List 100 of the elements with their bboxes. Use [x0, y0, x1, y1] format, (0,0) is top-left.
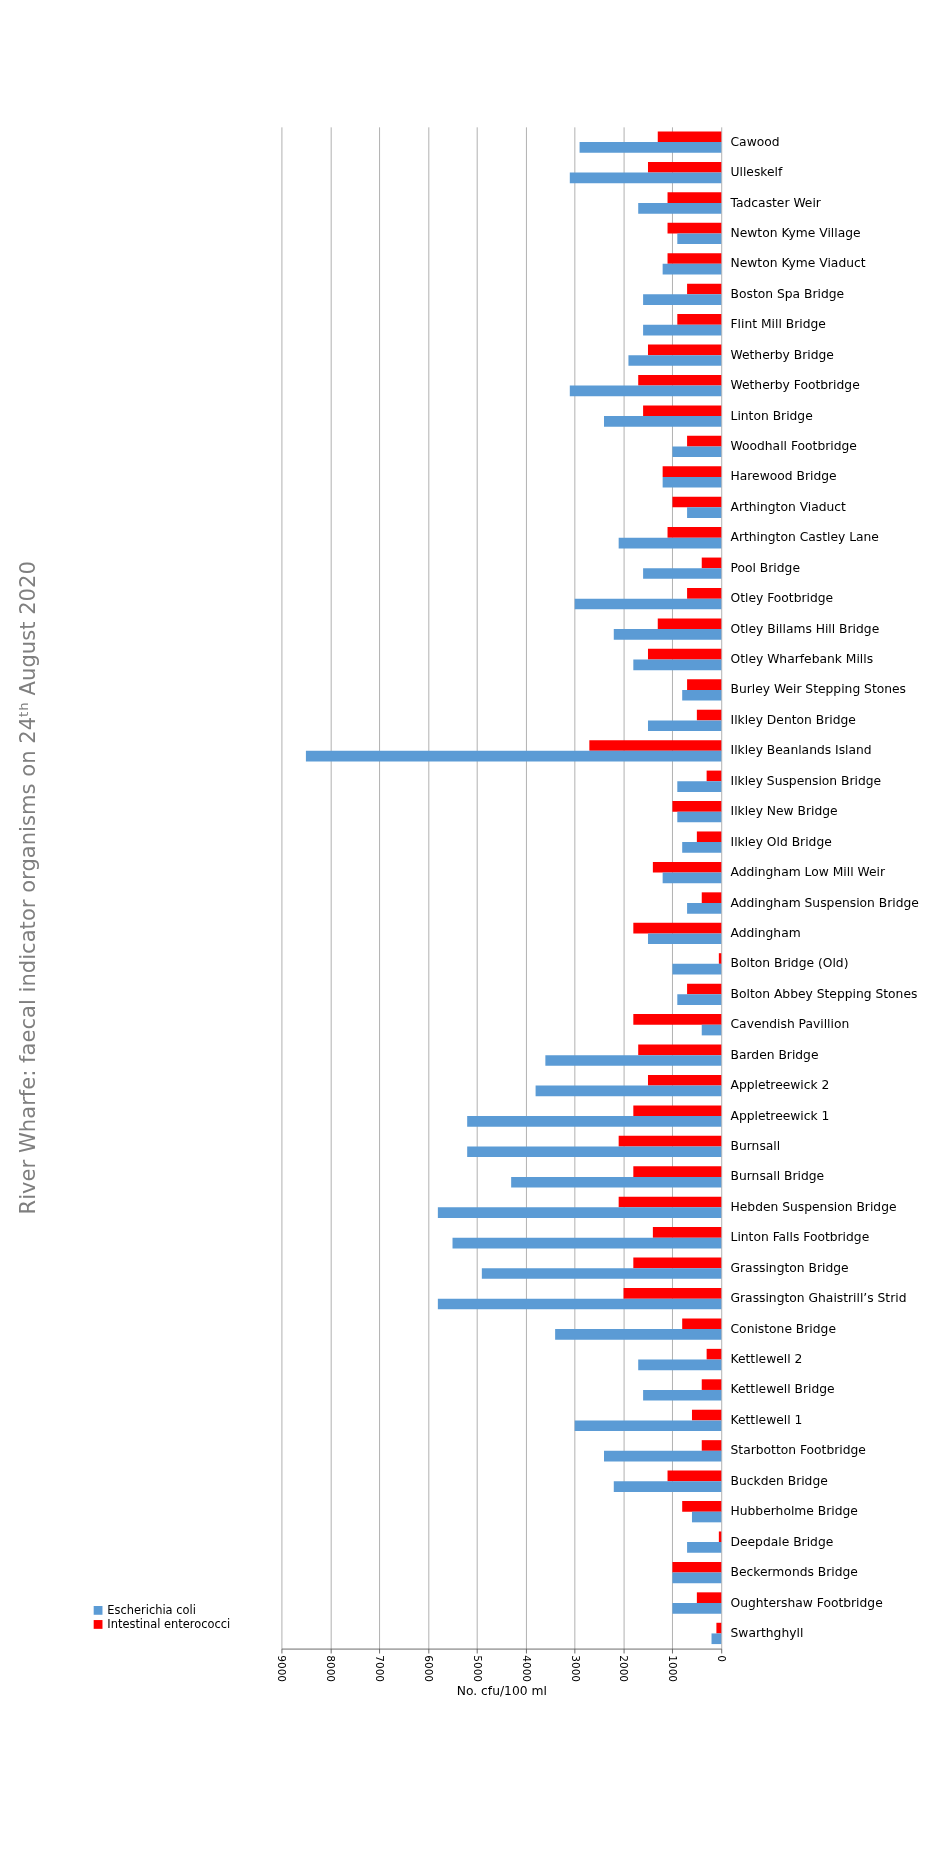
bar [672, 963, 722, 975]
bar [638, 1359, 722, 1371]
bar [706, 1348, 722, 1360]
bar [667, 527, 722, 538]
bar [618, 1196, 722, 1208]
bar [467, 1116, 722, 1127]
y-tick-label: Barden Bridge [730, 1047, 819, 1062]
x-tick-label: 1000 [667, 1655, 680, 1683]
bar [667, 222, 722, 234]
bar [628, 355, 722, 366]
y-tick-label: Bolton Abbey Stepping Stones [730, 986, 918, 1001]
y-tick-label: Addingham Suspension Bridge [730, 895, 919, 910]
bar [701, 1440, 722, 1451]
bar [687, 507, 722, 518]
bar [677, 233, 722, 245]
bar [657, 131, 722, 143]
y-tick-label: Addingham [730, 925, 801, 940]
bar [667, 1470, 722, 1482]
bar [638, 202, 722, 214]
y-tick-label: Hubberholme Bridge [730, 1504, 858, 1519]
y-tick-label: Kettlewell 2 [730, 1352, 803, 1367]
y-tick-label: Hebden Suspension Bridge [730, 1199, 897, 1214]
legend-label: Intestinal enterococci [107, 1616, 231, 1631]
bar [687, 283, 722, 295]
bar [677, 314, 722, 325]
y-tick-label: Grassington Ghaistrill’s Strid [730, 1291, 907, 1306]
bar [604, 1450, 722, 1462]
bar [305, 750, 722, 762]
y-tick-label: Cavendish Pavillion [730, 1017, 850, 1032]
bar [701, 892, 722, 903]
bar [643, 1389, 722, 1401]
y-tick-label: Wetherby Bridge [730, 347, 834, 362]
bar [662, 476, 722, 488]
bar [652, 861, 722, 873]
y-tick-label: Ilkley New Bridge [730, 804, 838, 819]
y-tick-label: Ilkley Denton Bridge [730, 712, 856, 727]
x-axis-title: No. cfu/100 ml [456, 1684, 547, 1699]
y-tick-label: Wetherby Footbridge [730, 378, 860, 393]
bar [667, 253, 722, 264]
y-tick-label: Cawood [730, 134, 780, 149]
bar [662, 263, 722, 275]
x-tick-label: 7000 [374, 1655, 387, 1683]
y-tick-label: Newton Kyme Village [730, 225, 861, 240]
legend-label: Escherichia coli [107, 1602, 196, 1617]
bar [701, 1379, 722, 1390]
bar [569, 172, 722, 184]
bar [687, 679, 722, 690]
bar [647, 648, 722, 660]
y-tick-label: Oughtershaw Footbridge [730, 1595, 883, 1610]
bar [662, 872, 722, 884]
bar [682, 1318, 722, 1330]
bar [545, 1055, 722, 1066]
y-tick-label: Arthington Castley Lane [730, 530, 879, 545]
bar [604, 416, 722, 427]
y-tick-label: Burnsall [730, 1138, 781, 1153]
bar [672, 1572, 722, 1584]
y-tick-label: Deepdale Bridge [730, 1534, 834, 1549]
bar [677, 811, 722, 823]
bar [613, 629, 722, 640]
bar [687, 983, 722, 995]
x-tick-label: 9000 [276, 1655, 289, 1683]
bar [696, 1592, 722, 1603]
bar [643, 405, 722, 417]
bar [662, 466, 722, 477]
bar [643, 294, 722, 305]
y-tick-label: Ilkley Beanlands Island [730, 743, 872, 758]
bar [535, 1085, 722, 1097]
bar [657, 618, 722, 630]
bar [682, 689, 722, 701]
bar [623, 1287, 722, 1299]
bar [696, 831, 722, 843]
y-tick-label: Boston Spa Bridge [730, 286, 845, 301]
bar [716, 1622, 722, 1634]
bar [672, 1561, 722, 1573]
bar [691, 1511, 722, 1523]
bar [667, 192, 722, 203]
bar [647, 161, 722, 173]
bar [618, 537, 722, 549]
y-tick-label: Linton Bridge [730, 408, 813, 423]
y-tick-label: Bolton Bridge (Old) [730, 956, 849, 971]
y-tick-label: Tadcaster Weir [729, 195, 822, 210]
y-tick-label: Grassington Bridge [730, 1260, 849, 1275]
bar [613, 1481, 722, 1492]
y-tick-label: Ulleskelf [730, 165, 783, 180]
x-tick-label: 0 [716, 1655, 729, 1663]
bar [574, 598, 722, 610]
bar [638, 1044, 722, 1056]
bar [638, 374, 722, 386]
bar [647, 1074, 722, 1086]
y-tick-label: Appletreewick 2 [730, 1078, 830, 1093]
bar [701, 557, 722, 569]
bar [633, 922, 722, 934]
x-tick-label: 3000 [569, 1655, 582, 1683]
y-tick-label: Swarthghyll [730, 1625, 804, 1640]
y-tick-label: Burley Weir Stepping Stones [730, 682, 907, 697]
x-tick-label: 8000 [325, 1655, 338, 1683]
y-tick-label: Ilkley Suspension Bridge [730, 773, 882, 788]
bar [633, 659, 722, 671]
bar [511, 1176, 722, 1188]
bar [633, 1166, 722, 1177]
